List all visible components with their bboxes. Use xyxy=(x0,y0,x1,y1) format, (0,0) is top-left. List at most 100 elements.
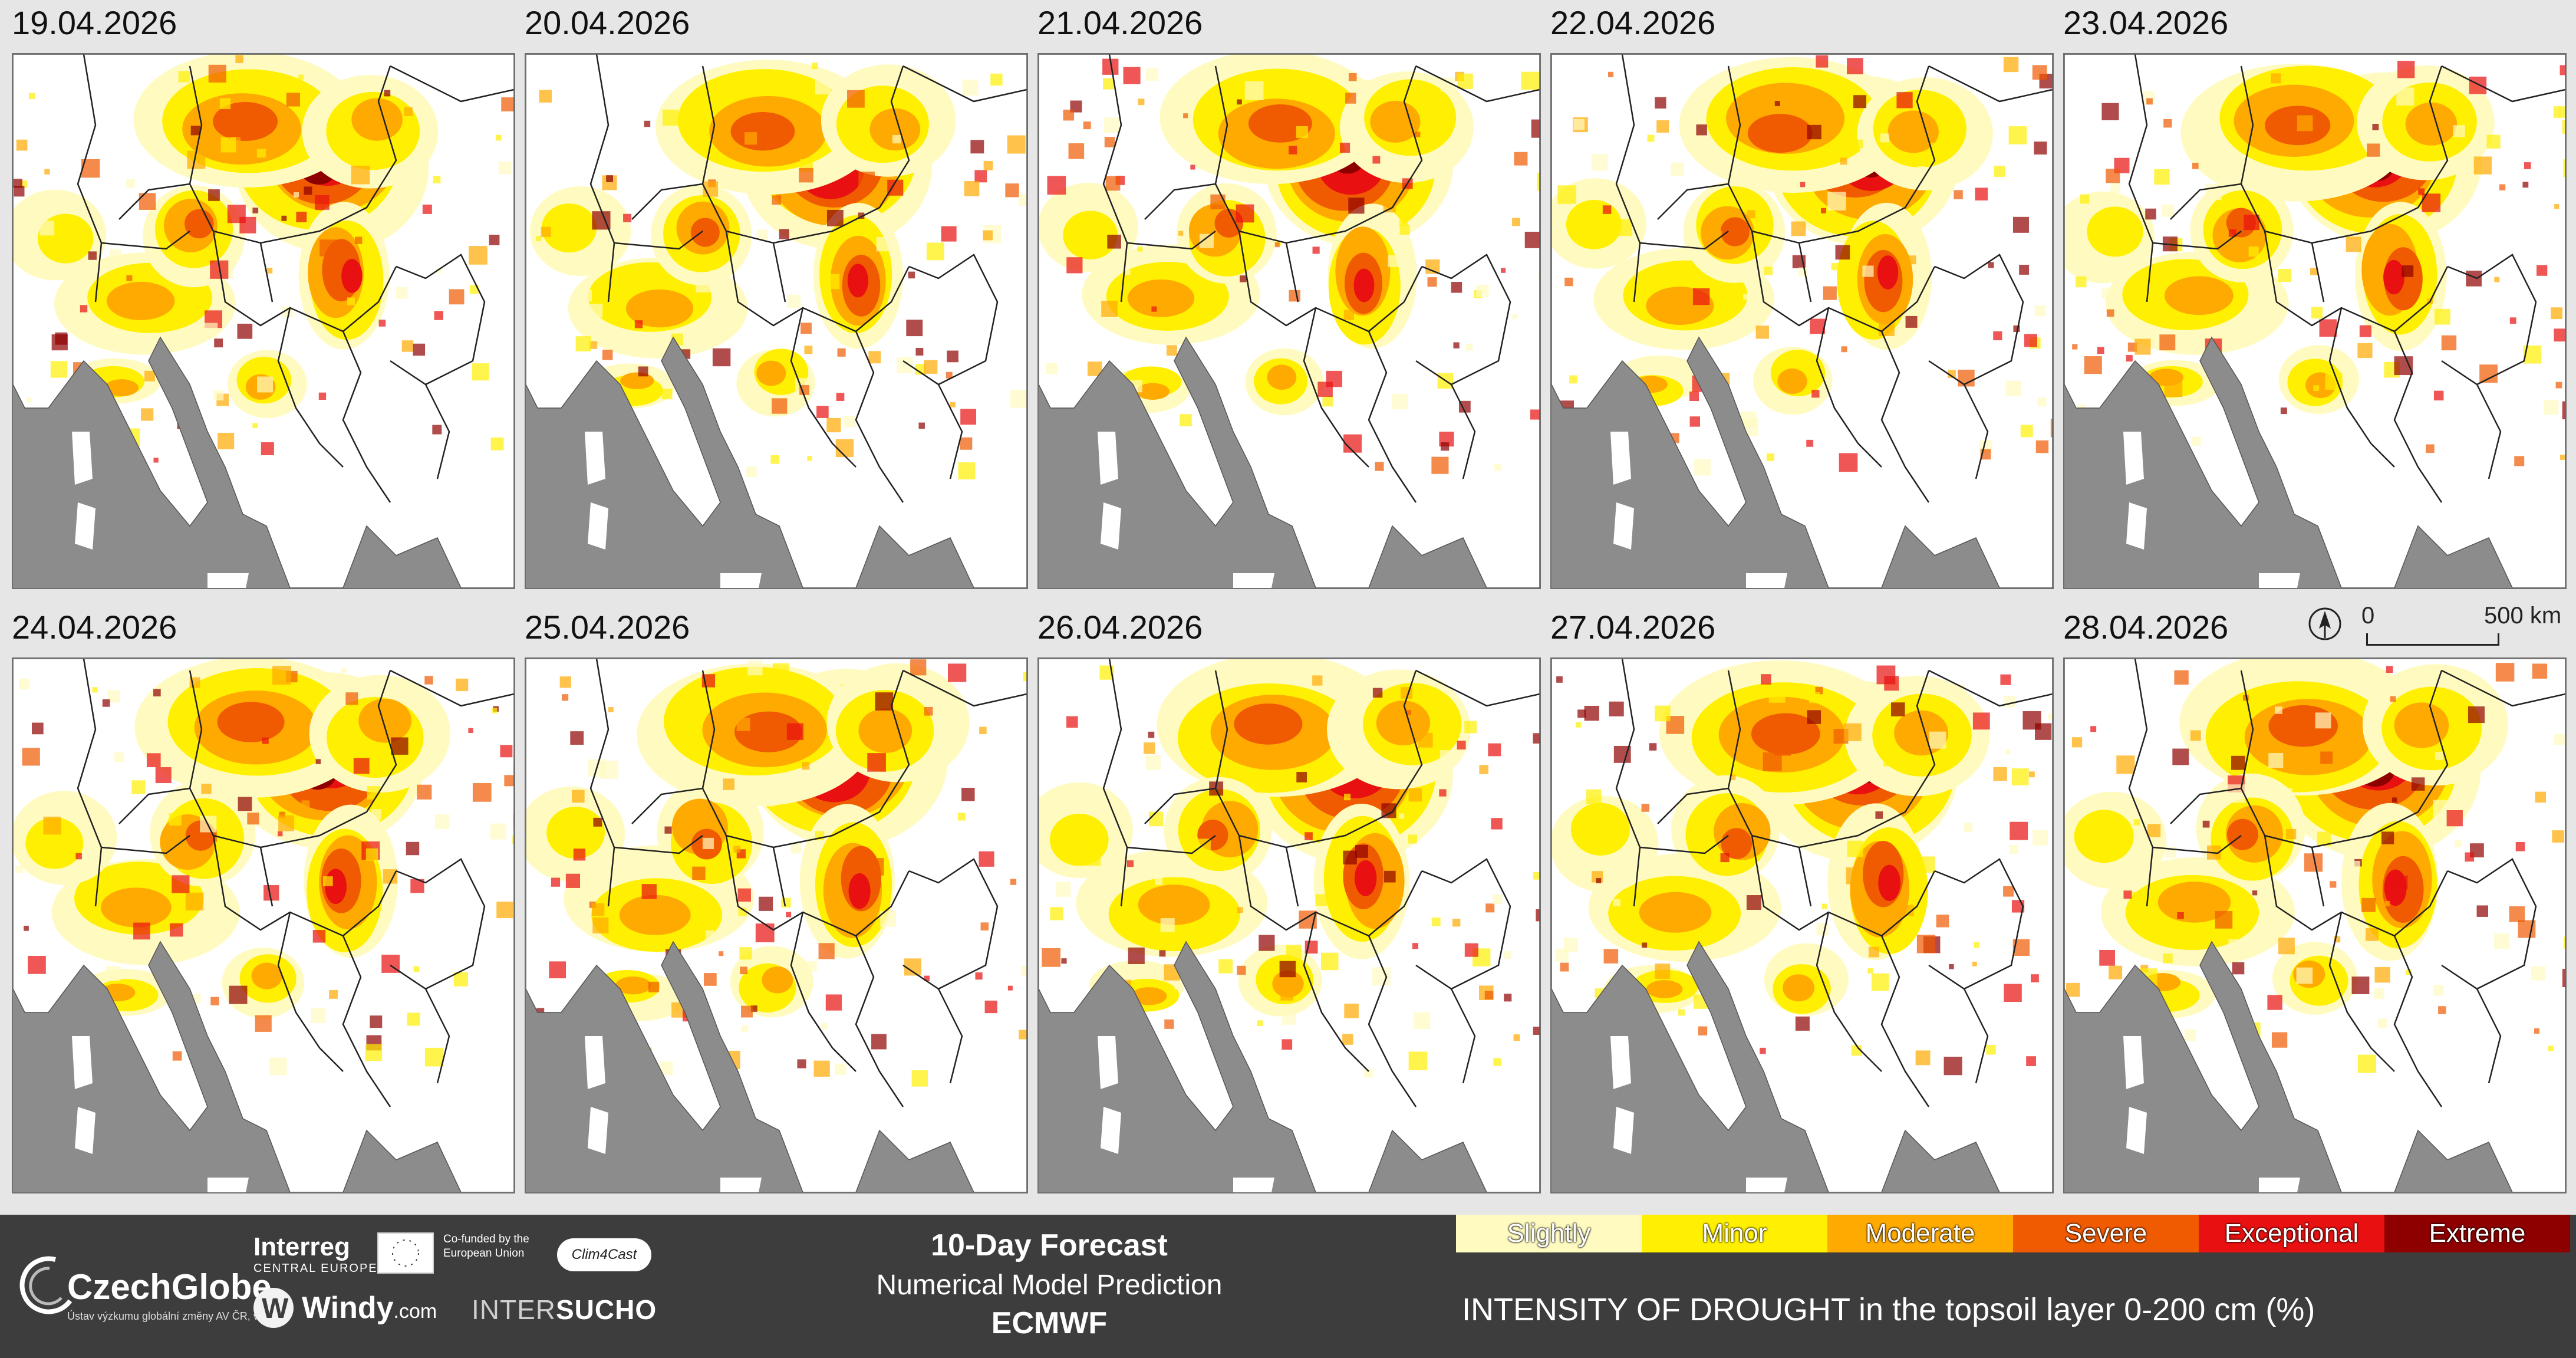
drought-cell xyxy=(2426,444,2435,453)
drought-cell xyxy=(2226,784,2245,803)
map-panel: 27.04.2026 xyxy=(1539,604,2054,1209)
drought-cell xyxy=(41,238,52,249)
drought-cell xyxy=(1237,907,1243,913)
drought-cell xyxy=(696,274,714,293)
drought-blob xyxy=(1639,892,1712,933)
drought-cell xyxy=(750,1005,757,1012)
drought-blob xyxy=(25,817,84,869)
drought-cell xyxy=(924,706,933,716)
border-line xyxy=(1727,670,1936,849)
drought-cell xyxy=(220,137,236,153)
drought-cell xyxy=(1144,742,1155,754)
drought-cell xyxy=(1070,100,1082,113)
drought-cell xyxy=(608,707,614,712)
border-line xyxy=(2441,65,2565,103)
drought-cell xyxy=(2394,876,2408,889)
drought-cell xyxy=(974,170,987,183)
drought-cell xyxy=(641,884,657,899)
drought-cell xyxy=(278,831,283,837)
drought-cell xyxy=(2551,307,2563,320)
drought-cell xyxy=(2562,401,2565,420)
drought-cell xyxy=(2012,216,2029,233)
map-panel: 23.04.2026 xyxy=(2051,0,2567,604)
drought-cell xyxy=(1823,286,1837,300)
drought-cell xyxy=(1916,935,1936,953)
drought-cell xyxy=(1296,772,1307,782)
drought-cell xyxy=(2366,928,2379,941)
drought-cell xyxy=(638,366,648,377)
drought-cell xyxy=(1210,194,1226,209)
drought-cell xyxy=(1613,899,1621,907)
drought-cell xyxy=(1372,688,1383,698)
border-line xyxy=(2476,384,2502,479)
drought-cell xyxy=(2146,98,2153,105)
drought-cell xyxy=(329,989,338,999)
border-line xyxy=(1214,65,1423,244)
drought-cell xyxy=(1056,882,1071,897)
drought-cell xyxy=(1764,267,1773,275)
drought-blob xyxy=(1878,864,1901,901)
drought-cell xyxy=(1760,1047,1766,1054)
coastline xyxy=(13,54,514,588)
drought-cell xyxy=(2286,788,2293,794)
drought-cell xyxy=(779,229,789,239)
drought-cell xyxy=(2024,334,2038,347)
drought-cell xyxy=(551,877,561,887)
drought-cell xyxy=(1050,907,1063,920)
island-area xyxy=(75,1107,95,1154)
drought-cell xyxy=(1494,463,1501,471)
border-line xyxy=(342,935,391,1107)
country-borders xyxy=(589,659,1027,1107)
forecast-title: 10-Day Forecast xyxy=(931,1228,1168,1262)
drought-cell xyxy=(1791,221,1806,236)
drought-cell xyxy=(1555,948,1569,962)
drought-cell xyxy=(526,811,539,824)
drought-cell xyxy=(15,865,24,873)
drought-cell xyxy=(1514,152,1528,166)
drought-cell xyxy=(799,167,813,183)
border-line xyxy=(77,54,103,302)
drought-cell xyxy=(371,809,381,820)
border-line xyxy=(1126,835,1216,854)
drought-cell xyxy=(2031,974,2039,982)
drought-cell xyxy=(2163,953,2173,964)
drought-cell xyxy=(2419,167,2431,179)
windy-name: Windy.com xyxy=(302,1291,437,1325)
drought-cell xyxy=(2435,751,2443,760)
drought-cell xyxy=(2479,364,2498,383)
border-line xyxy=(1963,988,1989,1084)
drought-cell xyxy=(646,731,664,748)
drought-cell xyxy=(904,958,921,976)
drought-cell xyxy=(787,294,801,308)
country-borders xyxy=(2128,54,2565,503)
drought-cell xyxy=(741,1005,753,1018)
drought-cell xyxy=(2033,830,2048,846)
drought-cell xyxy=(2278,938,2295,955)
drought-cell xyxy=(1564,277,1573,287)
drought-cell xyxy=(1975,188,1988,200)
drought-cell xyxy=(2177,912,2184,919)
drought-cell xyxy=(1431,456,1449,474)
island-area xyxy=(1610,432,1631,485)
drought-blob xyxy=(1566,199,1622,249)
drought-cell xyxy=(1083,121,1091,130)
drought-cell xyxy=(2231,755,2245,770)
drought-cell xyxy=(401,340,414,352)
drought-cell xyxy=(2548,1045,2554,1051)
panel-date: 23.04.2026 xyxy=(2063,4,2229,41)
island-area xyxy=(1746,573,1787,588)
drought-map xyxy=(525,657,1028,1193)
drought-cell xyxy=(915,364,926,375)
drought-cell xyxy=(2411,777,2425,791)
drought-cell xyxy=(2469,76,2487,94)
island-area xyxy=(1613,1107,1634,1154)
czechglobe-subtitle: Ústav výzkumu globální změny AV ČR, v.v.… xyxy=(67,1310,274,1322)
drought-cell xyxy=(1418,732,1433,748)
border-line xyxy=(1615,659,1641,907)
drought-cell xyxy=(2252,890,2258,896)
drought-cell xyxy=(573,849,586,861)
drought-cell xyxy=(1005,183,1019,198)
drought-cell xyxy=(1160,918,1175,933)
drought-cell xyxy=(1107,235,1121,249)
drought-cell xyxy=(404,107,413,116)
